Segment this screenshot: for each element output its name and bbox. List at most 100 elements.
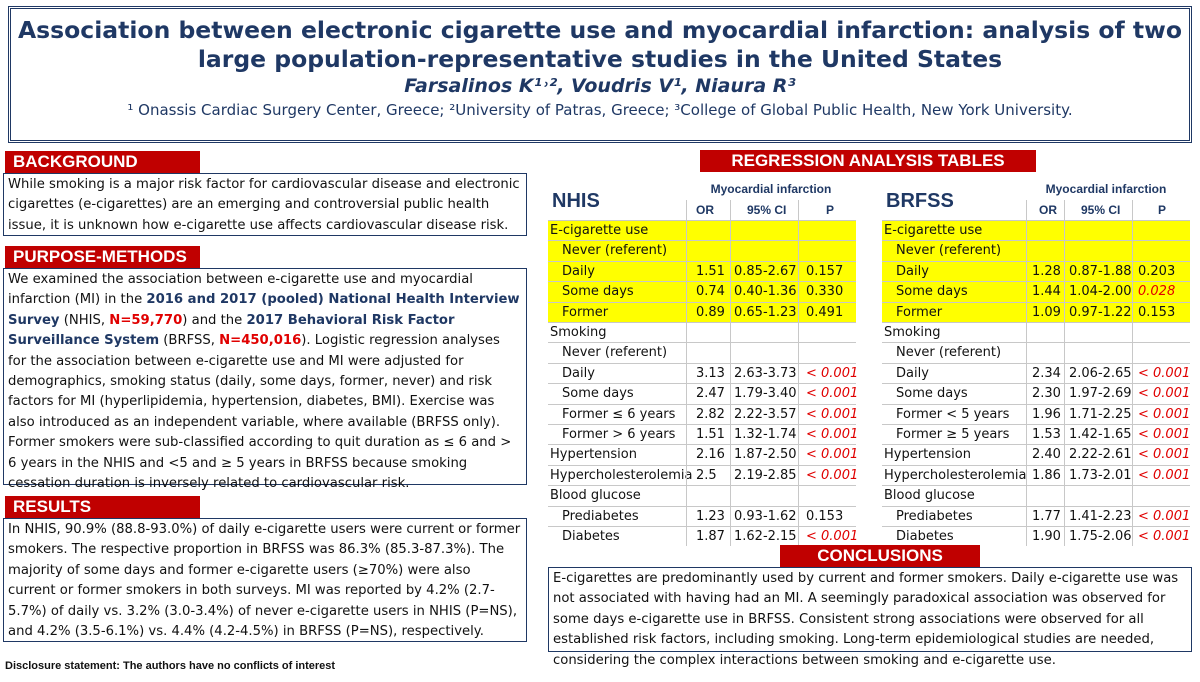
background-box: While smoking is a major risk factor for…: [3, 173, 527, 236]
conclusions-text: E-cigarettes are predominantly used by c…: [553, 571, 1179, 668]
p-value: 0.491: [806, 304, 844, 320]
p-value: 0.330: [806, 284, 844, 300]
purpose-heading: PURPOSE-METHODS: [5, 246, 200, 268]
table-row: Daily 1.51 0.85-2.67 0.157: [548, 260, 856, 282]
row-label: Former ≤ 6 years: [562, 406, 676, 422]
p-value: < 0.001: [806, 467, 859, 483]
table-row: Smoking: [548, 322, 856, 342]
nhis-sample-size: N=59,770: [109, 312, 183, 328]
p-value: 0.028: [1138, 284, 1176, 300]
confidence-interval: 1.42-1.65: [1069, 427, 1132, 442]
odds-ratio: 1.90: [1032, 529, 1061, 544]
row-label: Hypertension: [884, 447, 971, 463]
row-label: Diabetes: [562, 529, 620, 544]
p-value: < 0.001: [1138, 365, 1191, 381]
confidence-interval: 0.93-1.62: [734, 508, 797, 524]
conclusions-box: E-cigarettes are predominantly used by c…: [548, 567, 1192, 668]
confidence-interval: 2.22-3.57: [734, 406, 797, 422]
odds-ratio: 0.74: [696, 284, 725, 300]
table-row: Hypercholesterolemia 2.5 2.19-2.85 < 0.001: [548, 464, 859, 485]
nhis-group-header: Myocardial infarction: [710, 182, 832, 196]
row-label: Former: [896, 304, 943, 320]
row-label: Never (referent): [562, 345, 668, 361]
p-value: 0.153: [1138, 304, 1176, 320]
odds-ratio: 1.51: [696, 427, 725, 442]
row-label: Hypercholesterolemia: [550, 467, 693, 483]
row-label: Former ≥ 5 years: [896, 427, 1010, 442]
confidence-interval: 1.62-2.15: [734, 529, 797, 544]
purpose-text-3: ) and the: [182, 312, 247, 328]
p-value: < 0.001: [1138, 508, 1191, 524]
title-line-2: large population-representative studies …: [197, 45, 1003, 73]
column-divider: [1064, 200, 1065, 547]
table-row: Some days 1.44 1.04-2.00 0.028: [882, 281, 1190, 302]
table-row: Former < 5 years 1.96 1.71-2.25 < 0.001: [882, 403, 1190, 424]
confidence-interval: 0.87-1.88: [1069, 263, 1132, 279]
row-label: Some days: [562, 386, 634, 402]
confidence-interval: 2.63-3.73: [734, 365, 797, 381]
odds-ratio: 2.5: [696, 467, 717, 483]
table-row: Smoking: [882, 322, 1190, 342]
table-row: E-cigarette use: [882, 220, 1190, 241]
table-row: Daily 1.28 0.87-1.88 0.203: [882, 260, 1190, 282]
brfss-group-header: Myocardial infarction: [1045, 182, 1167, 196]
row-label: E-cigarette use: [884, 223, 983, 238]
row-label: E-cigarette use: [550, 223, 649, 238]
brfss-sample-size: N=450,016: [219, 333, 302, 349]
table-row: Never (referent): [882, 240, 1190, 261]
row-label: Never (referent): [562, 243, 668, 259]
p-value: < 0.001: [806, 365, 859, 381]
confidence-interval: 0.97-1.22: [1069, 304, 1132, 320]
p-value: < 0.001: [1138, 386, 1191, 402]
table-row: Former > 6 years 1.51 1.32-1.74 < 0.001: [548, 424, 859, 444]
poster-header: Association between electronic cigarette…: [8, 6, 1192, 143]
column-divider: [686, 200, 687, 547]
affiliations: ¹ Onassis Cardiac Surgery Center, Greece…: [127, 101, 1073, 119]
row-label: Prediabetes: [562, 508, 639, 524]
confidence-interval: 1.73-2.01: [1069, 467, 1132, 483]
row-label: Daily: [562, 365, 595, 381]
row-label: Some days: [896, 386, 968, 402]
row-label: Hypertension: [550, 447, 637, 463]
column-divider: [1132, 200, 1133, 547]
odds-ratio: 3.13: [696, 365, 725, 381]
odds-ratio: 2.82: [696, 406, 725, 422]
nhis-survey-name: 2016 and 2017 (pooled) National Health I…: [8, 292, 520, 328]
brfss-table-title: BRFSS: [886, 190, 954, 212]
p-value: < 0.001: [806, 447, 859, 463]
table-row: Some days 2.47 1.79-3.40 < 0.001: [548, 383, 859, 403]
nhis-table-title: NHIS: [552, 190, 600, 212]
odds-ratio: 1.23: [696, 508, 725, 524]
p-value: < 0.001: [806, 427, 859, 442]
table-row: Diabetes 1.90 1.75-2.06 < 0.001: [882, 526, 1190, 546]
row-label: Daily: [896, 365, 929, 381]
table-row: Blood glucose: [882, 485, 1190, 505]
brfss-col-or: OR: [1039, 203, 1057, 217]
table-row: Hypertension 2.16 1.87-2.50 < 0.001: [548, 444, 859, 464]
row-label: Diabetes: [896, 529, 954, 544]
row-label: Hypercholesterolemia: [884, 467, 1027, 483]
nhis-col-ci: 95% CI: [747, 203, 787, 217]
row-label: Smoking: [884, 325, 941, 340]
confidence-interval: 1.71-2.25: [1069, 406, 1132, 422]
odds-ratio: 1.44: [1032, 284, 1061, 300]
poster-title: Association between electronic cigarette…: [11, 16, 1189, 74]
confidence-interval: 0.85-2.67: [734, 263, 797, 279]
p-value: < 0.001: [1138, 529, 1191, 544]
confidence-interval: 1.75-2.06: [1069, 529, 1132, 544]
odds-ratio: 1.86: [1032, 467, 1061, 483]
p-value: < 0.001: [1138, 427, 1191, 442]
confidence-interval: 0.40-1.36: [734, 284, 797, 300]
row-label: Prediabetes: [896, 508, 973, 524]
row-label: Some days: [562, 284, 634, 300]
row-label: Former: [562, 304, 609, 320]
odds-ratio: 1.28: [1032, 263, 1061, 279]
p-value: < 0.001: [1138, 447, 1191, 463]
column-divider: [798, 200, 799, 547]
p-value: < 0.001: [806, 386, 859, 402]
odds-ratio: 2.34: [1032, 365, 1061, 381]
table-row: Never (referent): [548, 342, 856, 362]
odds-ratio: 1.53: [1032, 427, 1061, 442]
odds-ratio: 2.30: [1032, 386, 1061, 402]
confidence-interval: 1.04-2.00: [1069, 284, 1132, 300]
